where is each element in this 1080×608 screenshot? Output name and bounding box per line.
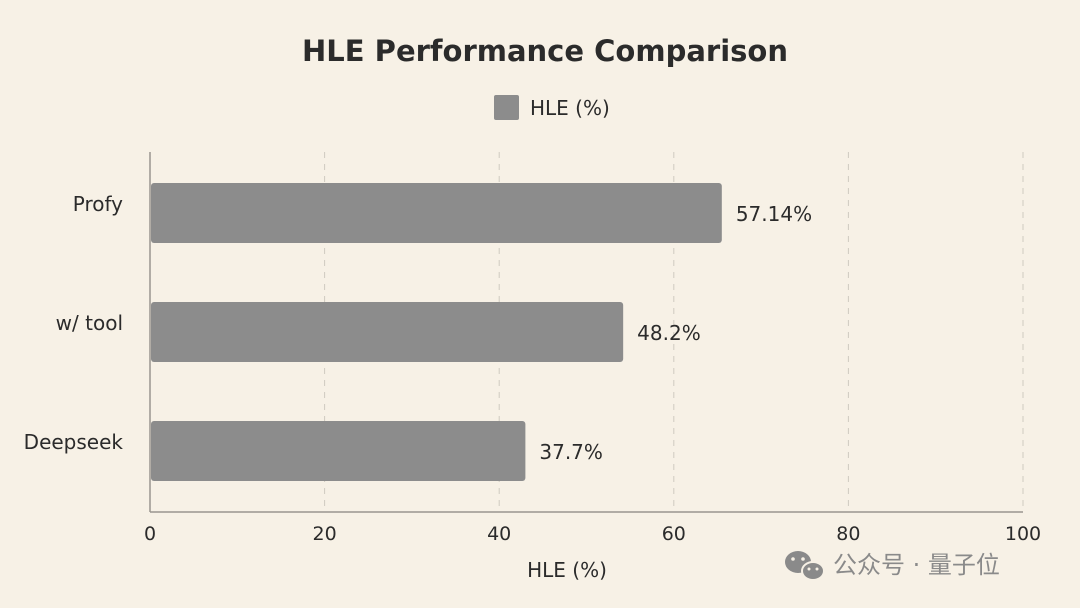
category-labels: Profy w/ tool Deepseek — [24, 192, 124, 454]
x-tick-label: 0 — [144, 523, 156, 545]
x-tick-label: 40 — [487, 523, 511, 545]
watermark: 公众号 · 量子位 — [785, 551, 1000, 581]
x-tick-label: 60 — [662, 523, 686, 545]
chart-title: HLE Performance Comparison — [302, 34, 788, 68]
x-tick-labels: 0 20 40 60 80 100 — [144, 523, 1041, 545]
x-tick-label: 100 — [1005, 523, 1041, 545]
category-label: w/ tool — [56, 311, 123, 335]
category-label: Deepseek — [24, 430, 124, 454]
value-label: 48.2% — [637, 321, 701, 345]
value-labels: 57.14% 48.2% 37.7% — [539, 202, 812, 464]
x-tick-label: 20 — [313, 523, 337, 545]
legend-label: HLE (%) — [530, 96, 610, 120]
x-tick-label: 80 — [836, 523, 860, 545]
bar — [151, 302, 624, 362]
value-label: 37.7% — [539, 440, 603, 464]
bar — [151, 421, 526, 481]
legend-swatch — [494, 95, 519, 120]
watermark-text: 公众号 · 量子位 — [833, 551, 1000, 579]
wechat-icon — [785, 551, 825, 581]
category-label: Profy — [73, 192, 123, 216]
legend: HLE (%) — [494, 95, 610, 120]
x-axis-label: HLE (%) — [527, 558, 607, 582]
bar — [151, 183, 722, 243]
axes — [149, 152, 1023, 513]
value-label: 57.14% — [736, 202, 812, 226]
bars — [151, 183, 722, 481]
